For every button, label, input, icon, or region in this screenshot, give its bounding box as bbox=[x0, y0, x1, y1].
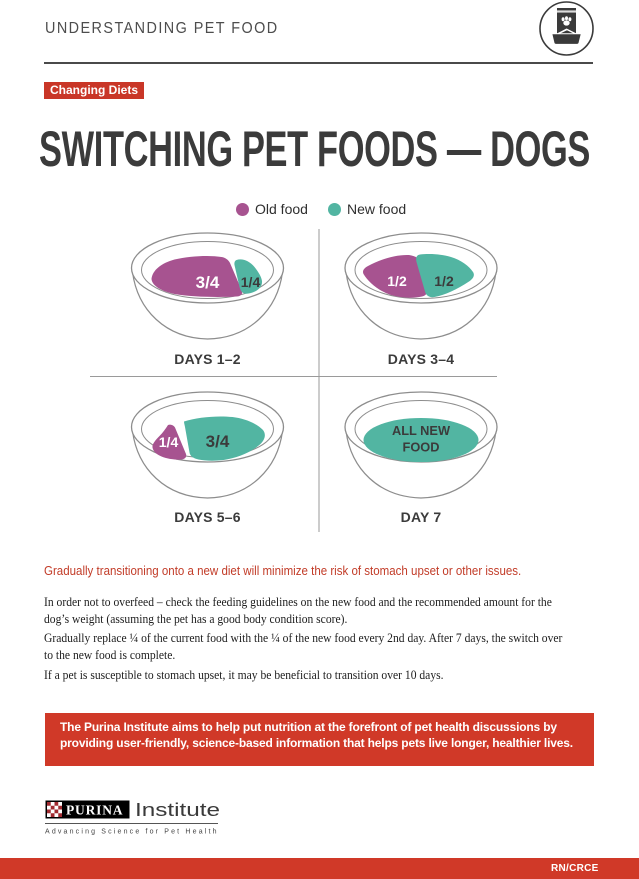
svg-text:FOOD: FOOD bbox=[403, 440, 440, 455]
svg-text:DAYS 3–4: DAYS 3–4 bbox=[388, 351, 454, 367]
svg-text:1/4: 1/4 bbox=[241, 274, 261, 290]
svg-text:Institute: Institute bbox=[135, 800, 220, 820]
svg-text:PURINA: PURINA bbox=[66, 802, 123, 817]
svg-text:DAYS 5–6: DAYS 5–6 bbox=[174, 509, 240, 525]
svg-text:ALL NEW: ALL NEW bbox=[392, 423, 451, 438]
svg-text:DAY 7: DAY 7 bbox=[401, 509, 442, 525]
svg-text:1/2: 1/2 bbox=[434, 273, 454, 289]
svg-text:Advancing Science for Pet Heal: Advancing Science for Pet Health bbox=[45, 829, 218, 836]
svg-text:1/4: 1/4 bbox=[159, 434, 179, 450]
svg-text:DAYS 1–2: DAYS 1–2 bbox=[174, 351, 240, 367]
svg-text:3/4: 3/4 bbox=[206, 432, 230, 451]
svg-text:3/4: 3/4 bbox=[196, 273, 220, 292]
svg-text:1/2: 1/2 bbox=[387, 273, 407, 289]
